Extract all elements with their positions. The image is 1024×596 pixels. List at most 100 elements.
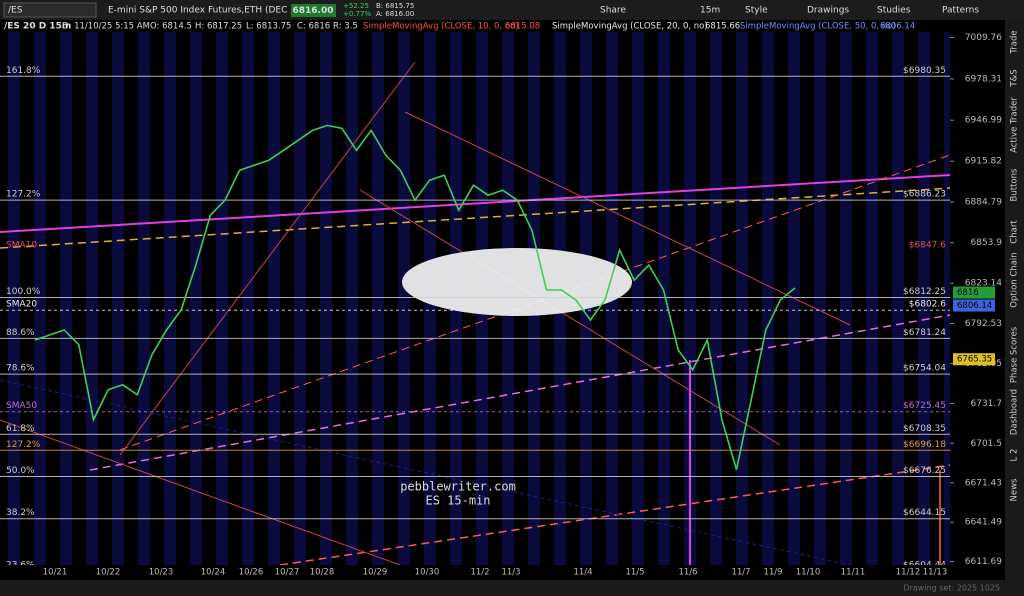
trend-line [279,464,951,566]
session-stripe [684,32,696,565]
ohlc-field: H: 6817.25 [195,22,242,32]
toolbar-button[interactable]: Studies [877,6,911,16]
toolbar-button[interactable]: 15m [700,6,720,16]
x-tick-label: 10/30 [415,568,440,578]
session-stripe [866,32,878,565]
study-name: SimpleMovingAvg (CLOSE, 10, 0, no) [363,22,519,32]
plot: 161.8% $6980.35 127.2% $6886.23 SMA10 $6847.6… [0,32,1005,580]
ohlc-field: D: 11/10/25 5:15 AM [62,22,150,32]
level-price: $6754.04 [903,364,946,374]
y-tick-label: 6853.9 [971,238,1003,248]
level-price: $6802.6 [909,300,946,310]
level-label: SMA50 [6,401,37,411]
level-label: SMA20 [6,300,37,310]
y-tick-label: 6641.49 [965,518,1002,528]
toolbar-button[interactable]: Patterns [942,6,979,16]
trend-line [0,419,401,566]
x-tick-label: 10/28 [310,568,335,578]
x-tick-label: 11/5 [625,568,644,578]
toolbar [0,0,1024,20]
session-stripe [34,32,46,565]
session-stripe [918,32,930,565]
x-tick-label: 11/3 [501,568,520,578]
study-name: SimpleMovingAvg (CLOSE, 50, 0, no) [740,22,896,32]
level-label: SMA10 [6,240,37,250]
trend-line [359,189,781,446]
sidebar-tab[interactable]: Option Chain [1010,252,1020,307]
trend-line [119,61,416,456]
y-tick-label: 6915.82 [965,157,1002,167]
sidebar-tab[interactable]: Chart [1010,220,1020,244]
last-price: 6816.00 [293,6,334,16]
x-tick-label: 11/4 [573,568,592,578]
level-label: 78.6% [6,364,35,374]
y-tick-label: 6671.43 [965,478,1002,488]
toolbar-button[interactable]: Drawings [807,6,849,16]
symbol: /ES [8,6,23,16]
level-label: 161.8% [6,66,41,76]
price-badge-label: 6806.14 [957,301,992,311]
sidebar-tab[interactable]: L 2 [1010,449,1020,462]
x-tick-label: 10/21 [43,568,68,578]
level-label: 100.0% [6,287,41,297]
change: +52.25 [343,2,369,10]
sidebar-tab[interactable]: T&S [1010,69,1020,87]
symbol-input[interactable] [3,2,97,18]
time-axis [0,565,950,580]
session-stripe [86,32,98,565]
study-value: 6815.66 [705,22,740,32]
x-tick-label: 10/27 [275,568,300,578]
sidebar-tab[interactable]: News [1010,478,1020,502]
level-label: 88.6% [6,328,35,338]
session-stripe [398,32,410,565]
session-stripe [632,32,644,565]
session-stripe [814,32,826,565]
x-tick-label: 11/12 [896,568,921,578]
ohlc-field: L: 6813.75 [246,22,291,32]
level-price: $6644.15 [903,508,946,518]
session-stripe [216,32,228,565]
y-tick-label: 6884.79 [965,198,1002,208]
x-tick-label: 10/29 [363,568,388,578]
sidebar-tab[interactable]: Buttons [1010,168,1020,201]
price-badge-label: 6816 [957,288,979,298]
session-stripe [164,32,176,565]
y-tick-label: 6731.7 [971,399,1003,409]
ohlc-field: R: 3.5 [333,22,358,32]
sidebar-tab[interactable]: Active Trader [1010,97,1020,153]
level-price: $6696.18 [903,440,946,450]
x-tick-label: 10/24 [201,568,226,578]
ohlc-field: C: 6816 [297,22,330,32]
trend-line [404,111,851,326]
watermark: pebblewriter.com [400,480,516,494]
sidebar-tab[interactable]: Dashboard [1010,389,1020,435]
level-price: $6980.35 [903,66,946,76]
highlight-ellipse [402,248,632,316]
toolbar-button[interactable]: Style [745,6,768,16]
y-tick-label: 6823.14 [965,279,1002,289]
x-tick-label: 11/13 [923,568,948,578]
trend-line [119,154,951,451]
x-tick-label: 10/26 [239,568,264,578]
sidebar-tab[interactable]: Trade [1010,30,1020,54]
toolbar-button[interactable]: Share [600,6,626,16]
sidebar-tab[interactable]: Phase Scores [1010,326,1020,383]
session-stripe [8,32,20,565]
description: E-mini S&P 500 Index Futures,ETH (DEC 25… [108,6,305,16]
change-pct: +0.77% [343,10,371,18]
session-shading [8,32,956,565]
price-badge [953,299,995,312]
level-label: 50.0% [6,466,35,476]
status-bar [0,580,1024,596]
x-tick-label: 10/22 [96,568,121,578]
y-tick-label: 7009.76 [965,33,1002,43]
level-label: 38.2% [6,508,35,518]
x-tick-label: 11/11 [841,568,866,578]
study-value: 6806.14 [880,22,915,32]
level-label: 61.8% [6,424,35,434]
ask: A: 6816.00 [376,10,414,18]
x-tick-label: 11/9 [763,568,782,578]
